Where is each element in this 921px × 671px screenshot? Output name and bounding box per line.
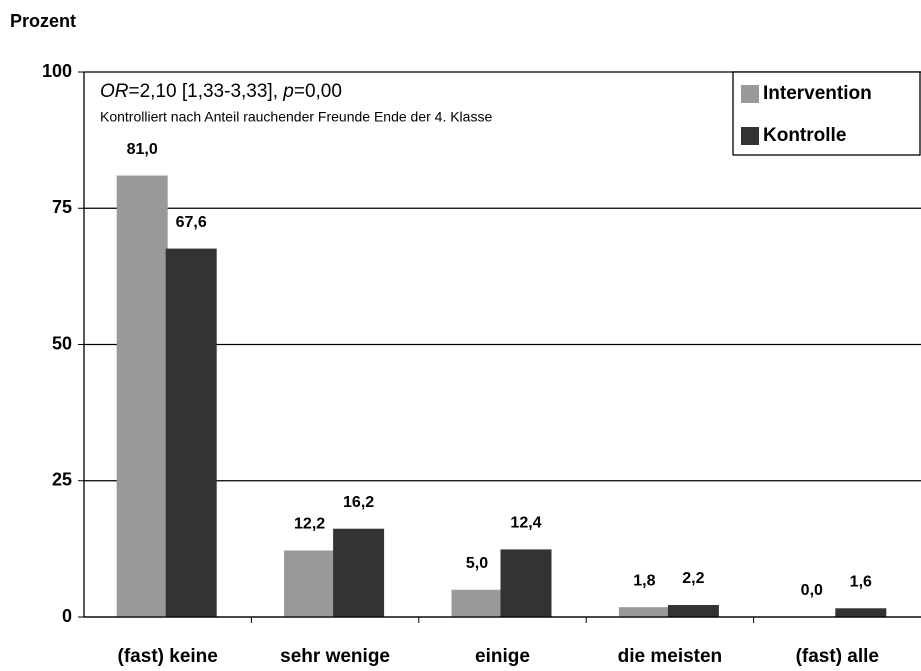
value-label: 2,2 — [682, 570, 704, 587]
legend-swatch — [741, 85, 759, 103]
bar — [165, 248, 217, 617]
y-tick-label: 50 — [52, 333, 72, 353]
x-tick-label: (fast) alle — [796, 646, 879, 667]
legend-label: Intervention — [763, 83, 872, 104]
bar — [500, 549, 552, 617]
annotation-part: OR — [100, 81, 129, 102]
y-tick-label: 100 — [42, 61, 72, 81]
x-tick-label: die meisten — [618, 646, 723, 667]
value-label: 0,0 — [801, 582, 823, 599]
y-tick-label: 25 — [52, 470, 72, 490]
bar — [618, 607, 670, 617]
annotation-note: Kontrolliert nach Anteil rauchender Freu… — [100, 109, 492, 125]
bar — [835, 608, 887, 617]
bar — [451, 589, 503, 617]
bar — [116, 175, 168, 618]
value-label: 1,8 — [633, 572, 655, 589]
value-label: 81,0 — [127, 141, 158, 158]
value-label: 67,6 — [176, 214, 207, 231]
value-label: 12,4 — [510, 515, 541, 532]
value-label: 5,0 — [466, 555, 488, 572]
legend-box — [732, 71, 921, 156]
x-tick-label: einige — [475, 646, 530, 667]
bar — [333, 528, 385, 617]
legend-label: Kontrolle — [763, 125, 846, 146]
value-label: 12,2 — [294, 516, 325, 533]
legend-swatch — [741, 127, 759, 145]
value-label: 1,6 — [850, 573, 872, 590]
value-label: 16,2 — [343, 494, 374, 511]
y-tick-label: 0 — [62, 606, 72, 626]
annotation: OR=2,10 [1,33-3,33], p=0,00 — [100, 81, 342, 102]
annotation-part: p — [282, 81, 294, 102]
bar — [667, 605, 719, 617]
y-axis-label: Prozent — [10, 11, 76, 31]
x-tick-label: (fast) keine — [118, 646, 218, 667]
bar — [284, 550, 336, 617]
annotation-part: =2,10 [1,33-3,33], — [129, 81, 284, 102]
y-tick-label: 75 — [52, 197, 72, 217]
annotation-part: =0,00 — [294, 81, 342, 102]
x-tick-label: sehr wenige — [280, 646, 390, 667]
